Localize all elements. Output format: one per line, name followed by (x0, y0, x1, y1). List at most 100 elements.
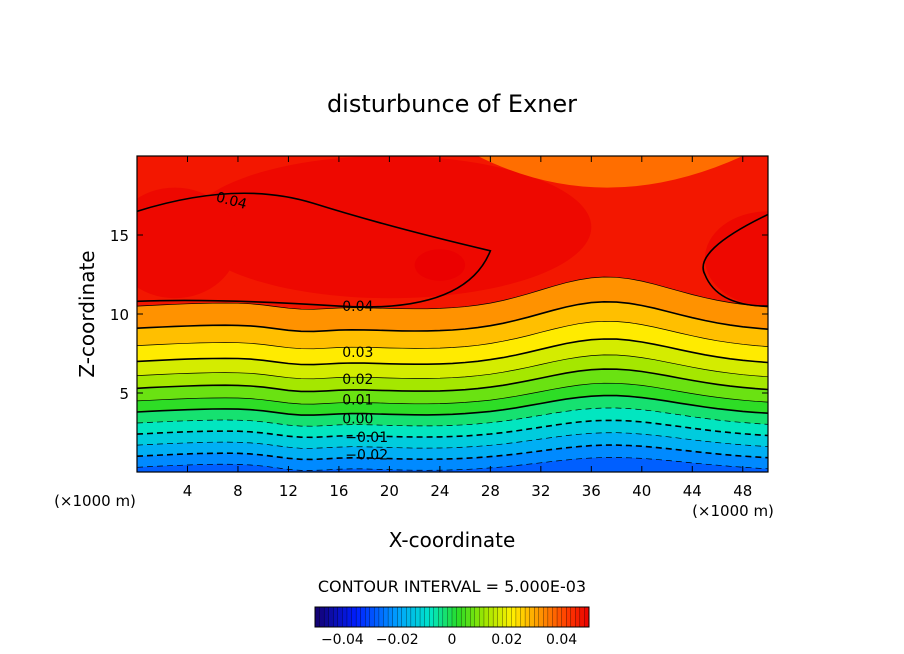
colorbar-cell (342, 606, 348, 628)
colorbar-cell (547, 606, 553, 628)
colorbar-cell (506, 606, 512, 628)
contour-0.015 (137, 354, 768, 380)
x-tick-label: 44 (683, 482, 702, 500)
x-axis-label: X-coordinate (389, 528, 516, 552)
colorbar-cell (365, 606, 371, 628)
colorbar-cell (328, 606, 334, 628)
contour-label: −0.02 (345, 448, 388, 464)
colorbar-cell (406, 606, 412, 628)
colorbar-cell (419, 606, 426, 628)
colorbar-cell (369, 606, 375, 628)
colorbar-cell (502, 606, 508, 628)
colorbar-cell (579, 606, 585, 628)
colorbar-cell (465, 606, 471, 628)
blob-1 (137, 187, 238, 299)
x-unit-left-label: (×1000 m) (54, 492, 136, 510)
contour-0.035 (137, 276, 768, 310)
colorbar-cell (492, 606, 499, 628)
colorbar-cell (534, 606, 540, 628)
colorbar-cell (355, 606, 362, 628)
colorbar-cell (397, 606, 403, 628)
contour-label: 0.01 (342, 392, 373, 408)
colorbar-tick-label: −0.04 (321, 632, 364, 648)
plot-field (137, 156, 768, 472)
colorbar-frame (314, 606, 590, 628)
colorbar-cell (410, 606, 416, 628)
contour-0.01 (137, 368, 768, 393)
contour-label: 0.00 (342, 411, 373, 427)
x-tick-label: 36 (582, 482, 601, 500)
colorbar-cell (383, 606, 389, 628)
x-tick-label: 24 (430, 482, 449, 500)
colorbar-cell (524, 606, 531, 628)
contour-label: 0.04 (342, 299, 373, 315)
colorbar-cell (451, 606, 458, 628)
contour-0.04-closed-left (137, 192, 492, 308)
blob-3 (414, 249, 466, 281)
colorbar-cell (319, 606, 325, 628)
contour-interval-label: CONTOUR INTERVAL = 5.000E-03 (318, 577, 586, 596)
colorbar-cell (520, 606, 526, 628)
color-blobs (137, 156, 768, 307)
blob-2 (704, 211, 768, 307)
chart-title: disturbunce of Exner (327, 90, 577, 118)
x-tick-label: 40 (632, 482, 651, 500)
colorbar-tick-label: 0.04 (546, 632, 577, 648)
contour--0.02 (137, 444, 768, 461)
colorbar-cell (515, 606, 521, 628)
contour-0.005 (137, 382, 768, 405)
contour--0.025 (137, 457, 768, 471)
colorbar-cell (378, 606, 384, 628)
colorbar-cell (511, 606, 517, 628)
colorbar-cell (497, 606, 503, 628)
colorbar-cell (538, 606, 544, 628)
colorbar-cell (387, 606, 394, 628)
colorbar-cell (483, 606, 489, 628)
contour-lines (137, 192, 768, 471)
colorbar-cell (401, 606, 407, 628)
x-tick-label: 20 (380, 482, 399, 500)
colorbar-cell (429, 606, 435, 628)
y-tick-label: 10 (110, 306, 129, 324)
colorbar-cell (561, 606, 567, 628)
colorbar-tick-label: 0 (448, 632, 457, 648)
colorbar-cell (566, 606, 572, 628)
contour--0.015 (137, 432, 768, 449)
y-tick-label: 5 (119, 385, 129, 403)
colorbar-cell (392, 606, 398, 628)
colorbar-cell (447, 606, 453, 628)
colorbar-cell (470, 606, 476, 628)
colorbar-cell (346, 606, 352, 628)
x-axis-ticks: 4 8 12 16 20 24 28 32 36 40 44 48 (183, 156, 752, 500)
band--0.025 (137, 457, 768, 472)
x-tick-label: 12 (279, 482, 298, 500)
colorbar-cell (337, 606, 343, 628)
colorbar-cell (479, 606, 485, 628)
x-tick-label: 48 (733, 482, 752, 500)
colorbar-cell (415, 606, 421, 628)
contour-labels: 0.04 0.04 0.03 0.02 0.01 0.00 −0.01 −0.02 (214, 189, 388, 464)
x-tick-label: 16 (329, 482, 348, 500)
colorbar-cell (460, 606, 467, 628)
x-tick-label: 4 (183, 482, 193, 500)
contour-label: −0.01 (345, 430, 388, 446)
colorbar-cell (351, 606, 357, 628)
colorbar-tick-label: 0.02 (491, 632, 522, 648)
contour-0.02 (137, 338, 768, 366)
colorbar (314, 606, 590, 628)
x-unit-right-label: (×1000 m) (692, 502, 774, 520)
contour-label: 0.04 (214, 189, 248, 213)
colorbar-cell (543, 606, 549, 628)
colorbar-cell (570, 606, 576, 628)
color-bands (137, 156, 768, 472)
colorbar-cell (456, 606, 462, 628)
colorbar-cell (333, 606, 339, 628)
x-tick-label: 28 (481, 482, 500, 500)
y-tick-label: 15 (110, 227, 129, 245)
y-axis-ticks: 5 10 15 (110, 227, 768, 403)
colorbar-cell (575, 606, 581, 628)
x-tick-label: 8 (233, 482, 243, 500)
colorbar-tick-label: −0.02 (376, 632, 419, 648)
colorbar-cell (442, 606, 448, 628)
